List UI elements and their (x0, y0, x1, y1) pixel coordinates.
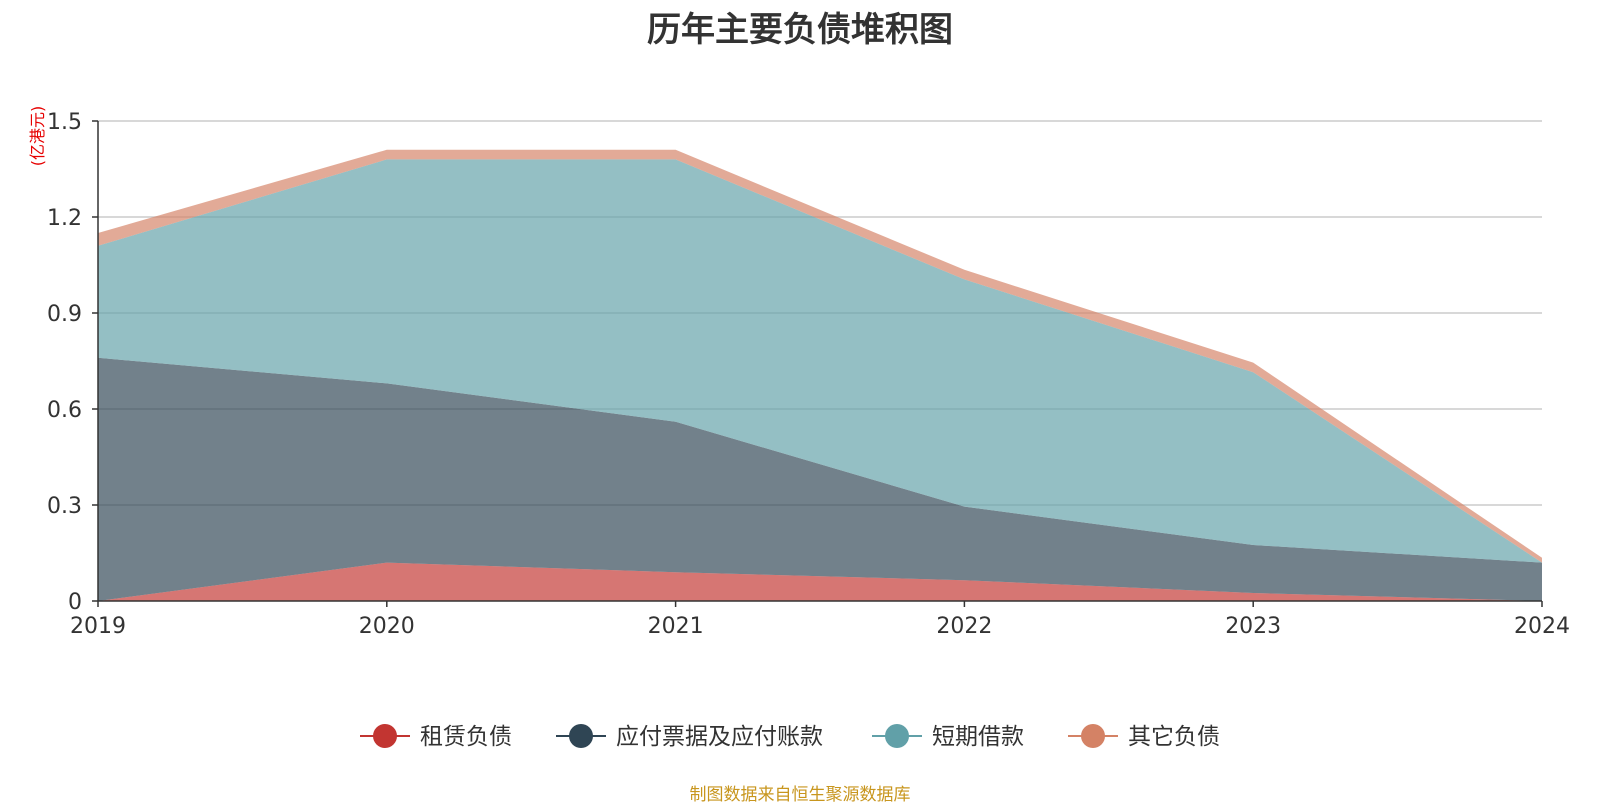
legend-marker (373, 724, 397, 748)
x-tick-label: 2020 (359, 614, 415, 639)
area-series (98, 159, 1542, 563)
y-axis-unit-label: (亿港元) (28, 106, 47, 167)
area-series (98, 357, 1542, 601)
y-tick-label: 1.2 (47, 206, 82, 231)
x-tick-label: 2023 (1225, 614, 1281, 639)
y-tick-label: 0.6 (47, 398, 82, 423)
legend-marker (1081, 724, 1105, 748)
y-tick-label: 0.9 (47, 302, 82, 327)
chart-title: 历年主要负债堆积图 (647, 10, 953, 50)
source-note: 制图数据来自恒生聚源数据库 (689, 785, 911, 805)
legend-label: 租赁负债 (420, 724, 512, 750)
legend-label: 其它负债 (1128, 724, 1220, 750)
legend-marker (569, 724, 593, 748)
y-tick-label: 1.5 (47, 110, 82, 135)
legend-label: 应付票据及应付账款 (616, 724, 823, 750)
y-tick-label: 0.3 (47, 494, 82, 519)
x-tick-label: 2021 (648, 614, 704, 639)
x-tick-label: 2019 (70, 614, 126, 639)
area-series (98, 562, 1542, 601)
legend-marker (885, 724, 909, 748)
x-tick-label: 2022 (936, 614, 992, 639)
legend-label: 短期借款 (932, 724, 1024, 750)
x-tick-label: 2024 (1514, 614, 1570, 639)
y-tick-label: 0 (68, 590, 82, 615)
